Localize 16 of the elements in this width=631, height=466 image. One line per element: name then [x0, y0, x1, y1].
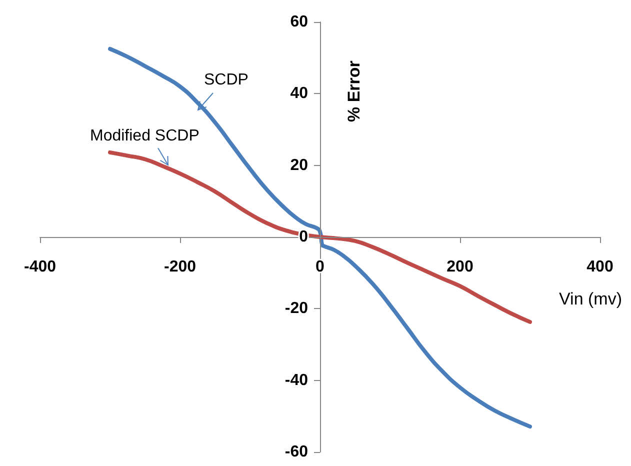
annotation: Modified SCDP — [90, 128, 200, 144]
annotation: SCDP — [204, 72, 248, 88]
y-tick-label: -20 — [284, 300, 308, 318]
y-axis-title: % Error — [344, 60, 364, 122]
y-tick-label: 40 — [290, 85, 308, 102]
y-tick-label: 20 — [290, 156, 308, 174]
y-tick-label: -40 — [284, 372, 308, 389]
y-tick-label: -60 — [284, 444, 308, 460]
x-tick-label: 200 — [446, 258, 474, 276]
x-tick-label: 400 — [586, 258, 614, 276]
x-tick-label: -400 — [24, 258, 56, 276]
y-tick-label: 60 — [290, 14, 308, 30]
x-tick-label: -200 — [164, 258, 196, 276]
line-series — [108, 150, 532, 324]
x-tick-label: 0 — [316, 258, 325, 276]
x-axis-title: Vin (mv) — [559, 290, 622, 308]
